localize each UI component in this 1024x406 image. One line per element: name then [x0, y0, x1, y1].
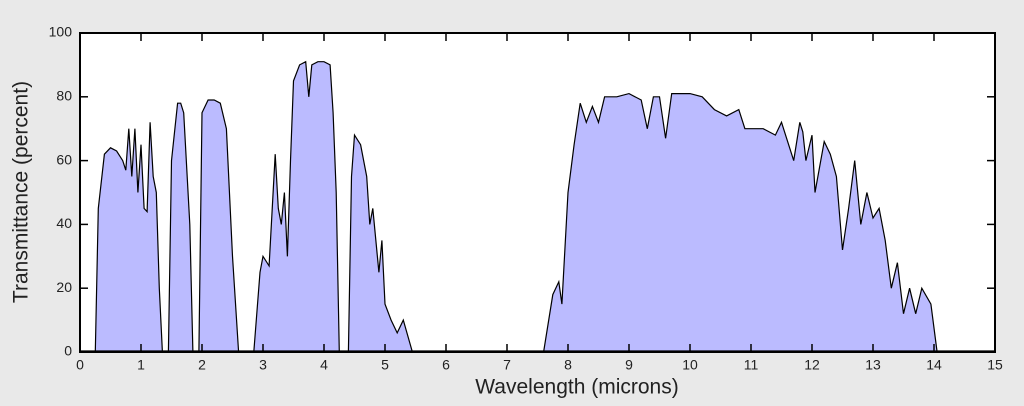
x-tick-label: 10 [682, 357, 698, 373]
y-tick-label: 0 [64, 343, 72, 359]
x-tick-label: 1 [137, 357, 145, 373]
x-tick-label: 5 [381, 357, 389, 373]
x-tick-label: 12 [804, 357, 820, 373]
plot-frame [79, 32, 996, 353]
x-tick-label: 11 [744, 357, 759, 373]
x-axis-label: Wavelength (microns) [475, 376, 678, 399]
x-tick-label: 3 [259, 357, 267, 373]
area-fill [95, 61, 938, 352]
x-tick-label: 0 [76, 357, 84, 373]
x-tick-label: 7 [503, 357, 511, 373]
x-tick-label: 8 [564, 357, 572, 373]
x-tick-label: 6 [442, 357, 450, 373]
y-tick-label: 60 [56, 151, 72, 167]
area-line [94, 60, 938, 353]
y-tick-label: 100 [49, 24, 73, 40]
x-tick-label: 15 [987, 357, 1003, 373]
y-tick-label: 80 [56, 88, 72, 104]
x-tick-label: 14 [926, 357, 942, 373]
x-tick-label: 9 [625, 357, 633, 373]
x-tick-label: 13 [865, 357, 881, 373]
x-tick-label: 4 [320, 357, 328, 373]
y-axis-label: Transmittance (percent) [10, 81, 33, 303]
x-tick-label: 2 [198, 357, 206, 373]
y-tick-label: 40 [56, 215, 72, 231]
y-tick-label: 20 [56, 279, 72, 295]
